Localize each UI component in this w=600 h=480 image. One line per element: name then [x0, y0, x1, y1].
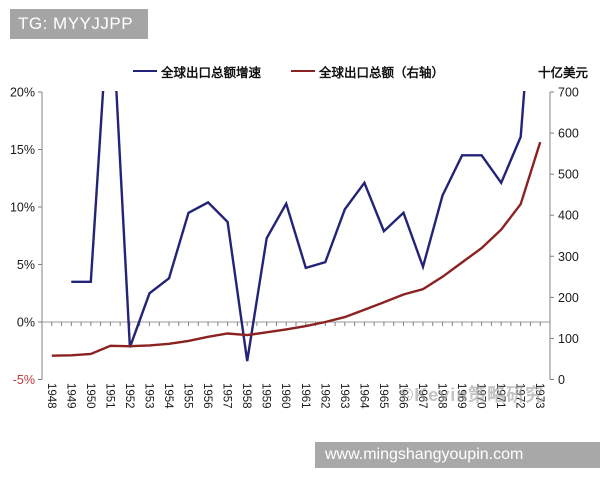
x-axis-year-label: 1957 [221, 383, 233, 409]
series-growth-line [71, 91, 526, 362]
x-axis-year-label: 1973 [533, 383, 545, 409]
x-axis-year-label: 1966 [396, 383, 408, 409]
header-badge: TG: MYYJJPP [10, 9, 148, 39]
left-axis-tick-label: 20% [10, 86, 35, 100]
chart-legend: 全球出口总额增速 全球出口总额（右轴） [0, 63, 600, 80]
footer-badge: www.mingshangyoupin.com [315, 442, 600, 468]
series-total-line [51, 141, 542, 357]
x-axis-year-label: 1951 [103, 383, 115, 409]
x-axis-year-label: 1964 [357, 383, 369, 409]
x-axis-year-label: 1971 [494, 383, 506, 409]
x-axis-year-label: 1958 [240, 383, 252, 409]
x-axis-year-label: 1954 [162, 383, 174, 409]
right-axis-tick-label: 100 [558, 332, 579, 346]
left-axis-tick-label: 5% [17, 258, 35, 272]
x-axis-labels: 1948 1949 1950 1951 1952 1953 1954 1955 1956 1957… [45, 383, 545, 409]
x-axis-year-label: 1960 [279, 383, 291, 409]
right-axis-tick-label: 300 [558, 250, 579, 264]
x-axis-year-label: 1963 [338, 383, 350, 409]
legend-item-growth: 全球出口总额增速 [133, 63, 262, 80]
left-axis-tick-label: -5% [13, 373, 35, 387]
legend-label-growth: 全球出口总额增速 [161, 65, 262, 80]
legend-swatch-growth [133, 69, 157, 73]
x-axis-year-label: 1961 [299, 383, 311, 409]
x-axis-year-label: 1967 [416, 383, 428, 409]
right-axis-tick-label: 700 [558, 86, 579, 100]
x-axis-year-label: 1950 [84, 383, 96, 409]
right-axis: 700 600 500 400 300 200 100 0 [549, 86, 579, 387]
legend-item-total: 全球出口总额（右轴） [291, 63, 445, 80]
right-axis-tick-label: 600 [558, 127, 579, 141]
x-axis-year-label: 1969 [455, 383, 467, 409]
right-axis-tick-label: 200 [558, 291, 579, 305]
left-axis: 20% 15% 10% 5% 0% -5% [10, 86, 43, 387]
left-axis-tick-label: 0% [17, 316, 35, 330]
right-axis-tick-label: 0 [558, 373, 565, 387]
x-axis-year-label: 1948 [45, 383, 57, 409]
x-axis-year-label: 1968 [436, 383, 448, 409]
footer-url-text: www.mingshangyoupin.com [325, 446, 524, 463]
x-axis-year-label: 1953 [142, 383, 154, 409]
right-axis-tick-label: 500 [558, 168, 579, 182]
x-axis-year-label: 1962 [318, 383, 330, 409]
x-axis-year-label: 1972 [514, 383, 526, 409]
right-axis-unit-label: 十亿美元 [537, 66, 588, 80]
header-tag-text: TG: MYYJJPP [18, 14, 134, 33]
x-axis-year-label: 1955 [182, 383, 194, 409]
x-axis-year-label: 1952 [123, 383, 135, 409]
x-axis-year-label: 1949 [64, 383, 76, 409]
left-axis-tick-label: 10% [10, 201, 35, 215]
left-axis-tick-label: 15% [10, 143, 35, 157]
x-axis-year-label: 1970 [475, 383, 487, 409]
zero-gridline [41, 321, 551, 326]
x-axis-year-label: 1965 [377, 383, 389, 409]
legend-swatch-total [291, 69, 316, 73]
x-axis-year-label: 1959 [260, 383, 272, 409]
legend-label-total: 全球出口总额（右轴） [319, 65, 445, 80]
right-axis-tick-label: 400 [558, 209, 579, 223]
x-axis-year-label: 1956 [201, 383, 213, 409]
